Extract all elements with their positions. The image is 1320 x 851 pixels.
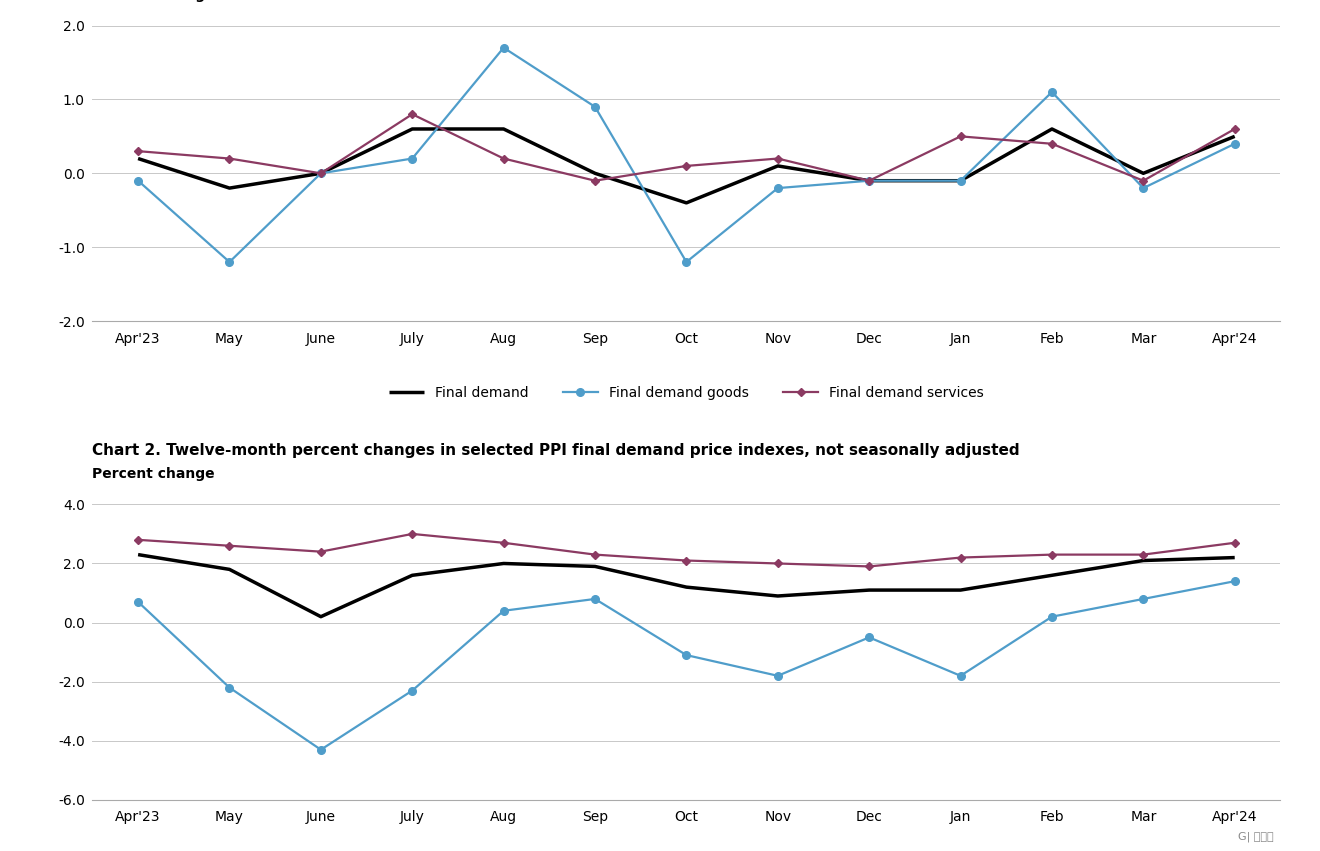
Final demand services: [1226, 124, 1242, 134]
Final demand services: [496, 538, 512, 548]
Final demand goods: [1044, 87, 1060, 97]
Final demand goods: [1135, 183, 1151, 193]
Text: Percent change: Percent change: [92, 0, 215, 2]
Final demand goods: [678, 257, 694, 267]
Final demand goods: [953, 175, 969, 186]
Final demand services: [861, 175, 876, 186]
Final demand: [313, 168, 329, 179]
Final demand services: [313, 546, 329, 557]
Line: Final demand services: Final demand services: [135, 531, 1238, 569]
Final demand: [953, 175, 969, 186]
Final demand goods: [222, 257, 238, 267]
Final demand: [770, 591, 785, 601]
Final demand: [861, 175, 876, 186]
Final demand services: [1044, 550, 1060, 560]
Final demand: [587, 168, 603, 179]
Final demand: [678, 197, 694, 208]
Final demand: [313, 612, 329, 622]
Final demand services: [222, 153, 238, 163]
Final demand services: [131, 534, 147, 545]
Final demand services: [222, 540, 238, 551]
Final demand: [131, 550, 147, 560]
Final demand services: [496, 153, 512, 163]
Legend: Final demand, Final demand goods, Final demand services: Final demand, Final demand goods, Final …: [383, 380, 990, 405]
Final demand goods: [313, 168, 329, 179]
Final demand: [1044, 124, 1060, 134]
Final demand services: [131, 146, 147, 157]
Final demand goods: [678, 650, 694, 660]
Final demand services: [953, 552, 969, 563]
Final demand goods: [1135, 594, 1151, 604]
Text: Percent change: Percent change: [92, 466, 215, 481]
Final demand goods: [1226, 139, 1242, 149]
Final demand goods: [496, 606, 512, 616]
Text: G| 估隆汇: G| 估隆汇: [1238, 832, 1274, 842]
Final demand goods: [131, 175, 147, 186]
Final demand goods: [861, 632, 876, 643]
Final demand services: [953, 131, 969, 141]
Final demand: [222, 564, 238, 574]
Final demand services: [1226, 538, 1242, 548]
Final demand goods: [861, 175, 876, 186]
Final demand services: [404, 528, 420, 539]
Final demand goods: [770, 183, 785, 193]
Final demand: [222, 183, 238, 193]
Final demand: [404, 570, 420, 580]
Final demand services: [770, 153, 785, 163]
Final demand goods: [1226, 576, 1242, 586]
Final demand: [861, 585, 876, 595]
Final demand services: [861, 562, 876, 572]
Final demand goods: [496, 43, 512, 53]
Line: Final demand goods: Final demand goods: [135, 44, 1238, 266]
Final demand: [1044, 570, 1060, 580]
Final demand services: [587, 550, 603, 560]
Line: Final demand: Final demand: [139, 555, 1234, 617]
Final demand goods: [222, 683, 238, 693]
Final demand goods: [1044, 612, 1060, 622]
Final demand: [1226, 131, 1242, 141]
Final demand: [404, 124, 420, 134]
Line: Final demand: Final demand: [139, 129, 1234, 203]
Final demand goods: [404, 153, 420, 163]
Final demand: [496, 558, 512, 568]
Final demand: [678, 582, 694, 592]
Text: Chart 2. Twelve-month percent changes in selected PPI final demand price indexes: Chart 2. Twelve-month percent changes in…: [92, 443, 1020, 458]
Final demand goods: [953, 671, 969, 681]
Final demand goods: [404, 685, 420, 695]
Final demand goods: [131, 597, 147, 607]
Final demand services: [678, 161, 694, 171]
Final demand: [1135, 168, 1151, 179]
Final demand: [496, 124, 512, 134]
Final demand goods: [313, 745, 329, 755]
Line: Final demand services: Final demand services: [135, 111, 1238, 184]
Final demand goods: [587, 102, 603, 112]
Final demand services: [587, 175, 603, 186]
Line: Final demand goods: Final demand goods: [135, 577, 1238, 753]
Final demand services: [1135, 175, 1151, 186]
Final demand goods: [770, 671, 785, 681]
Final demand services: [1135, 550, 1151, 560]
Final demand: [770, 161, 785, 171]
Final demand: [131, 153, 147, 163]
Final demand services: [404, 109, 420, 119]
Final demand: [587, 562, 603, 572]
Final demand: [1226, 552, 1242, 563]
Final demand services: [678, 556, 694, 566]
Final demand goods: [587, 594, 603, 604]
Final demand: [1135, 556, 1151, 566]
Final demand services: [313, 168, 329, 179]
Final demand services: [1044, 139, 1060, 149]
Final demand services: [770, 558, 785, 568]
Final demand: [953, 585, 969, 595]
